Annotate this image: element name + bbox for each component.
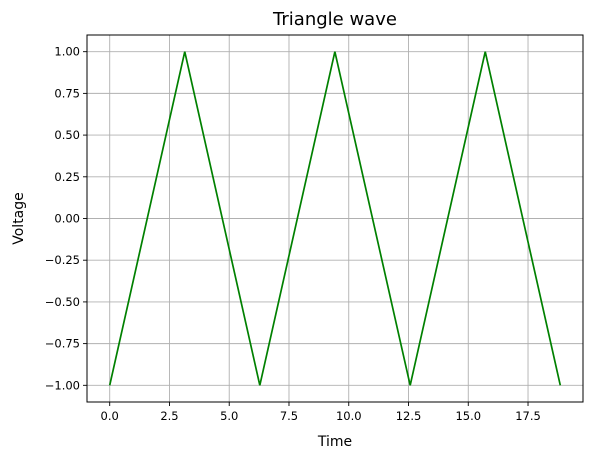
x-tick-label: 17.5: [515, 409, 541, 423]
x-tick-label: 0.0: [101, 409, 119, 423]
grid-layer: [87, 35, 583, 402]
x-tick-label: 12.5: [396, 409, 422, 423]
chart-title: Triangle wave: [272, 9, 397, 30]
y-tick-label: −0.75: [45, 337, 80, 351]
x-tick-label: 10.0: [336, 409, 362, 423]
y-tick-label: 0.75: [54, 86, 80, 100]
y-tick-label: −1.00: [45, 378, 80, 392]
y-tick-label: 0.50: [54, 128, 80, 142]
x-axis-label: Time: [317, 434, 352, 450]
x-tick-label: 7.5: [280, 409, 298, 423]
series-line-0: [108, 51, 562, 386]
y-tick-label: 0.00: [54, 212, 80, 226]
x-tick-label: 15.0: [455, 409, 481, 423]
series-layer: [108, 51, 562, 386]
x-tick-label: 5.0: [220, 409, 238, 423]
ticks-layer: 0.0 2.5 5.0 7.5 10.0 12.5 15.0 17.5 1.00 0.75 0.50…: [45, 45, 541, 423]
y-tick-label: 1.00: [54, 45, 80, 59]
y-tick-label: 0.25: [54, 170, 80, 184]
y-axis-label: Voltage: [11, 192, 27, 245]
x-tick-label: 2.5: [160, 409, 178, 423]
y-tick-label: −0.25: [45, 253, 80, 267]
y-tick-label: −0.50: [45, 295, 80, 309]
